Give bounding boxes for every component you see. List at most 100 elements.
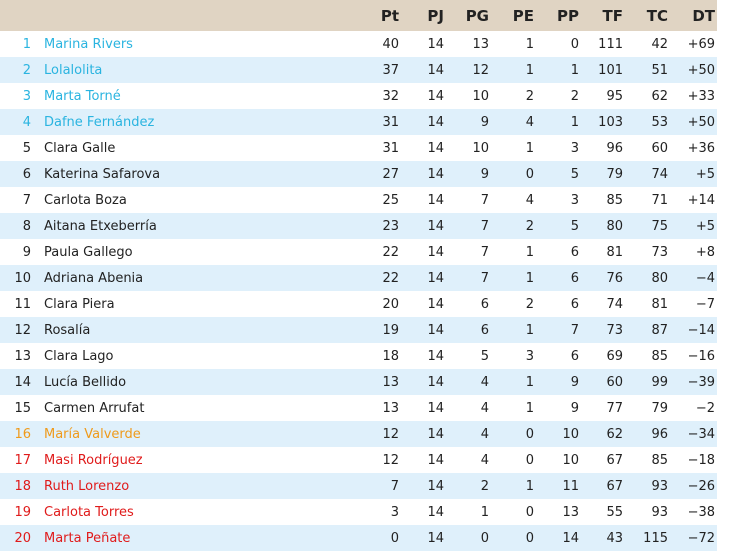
table-row: 3 Marta Torné 32 14 10 2 2 95 62 +33 <box>0 83 717 109</box>
cell-name[interactable]: Carmen Arrufat <box>44 400 145 416</box>
cell-tf: 74 <box>606 296 623 312</box>
cell-pp: 14 <box>536 525 581 551</box>
cell-pp: 0 <box>570 36 579 52</box>
cell-dt: −14 <box>670 317 717 343</box>
cell-pp: 6 <box>570 296 579 312</box>
cell-tf: 81 <box>606 244 623 260</box>
cell-tc: 81 <box>651 296 668 312</box>
cell-tc: 71 <box>651 192 668 208</box>
table-row: 13 Clara Lago 18 14 5 3 6 69 85 −16 <box>0 343 717 369</box>
cell-dt: +69 <box>687 36 715 52</box>
cell-pe: 1 <box>525 140 534 156</box>
cell-pe: 0 <box>525 452 534 468</box>
cell-name[interactable]: Dafne Fernández <box>31 109 353 135</box>
cell-pt: 19 <box>353 317 401 343</box>
cell-pj: 14 <box>401 317 446 343</box>
cell-pg: 7 <box>446 213 491 239</box>
cell-name[interactable]: Clara Lago <box>44 348 114 364</box>
cell-pe: 2 <box>491 213 536 239</box>
cell-tf: 60 <box>581 369 625 395</box>
cell-name[interactable]: Ruth Lorenzo <box>31 473 353 499</box>
cell-pg: 13 <box>472 36 489 52</box>
header-pp: PP <box>536 0 581 31</box>
cell-pos: 2 <box>0 57 31 83</box>
header-pg: PG <box>446 0 491 31</box>
cell-name[interactable]: María Valverde <box>31 421 353 447</box>
cell-pg: 0 <box>446 525 491 551</box>
table-row: 7 Carlota Boza 25 14 7 4 3 85 71 +14 <box>0 187 717 213</box>
header-row: Pt PJ PG PE PP TF TC DT <box>0 0 717 31</box>
cell-pg: 4 <box>480 452 489 468</box>
cell-pp: 9 <box>570 400 579 416</box>
standings-table: Pt PJ PG PE PP TF TC DT 1 Marina Rivers 40… <box>0 0 717 551</box>
cell-pos: 17 <box>14 452 31 468</box>
cell-tf: 73 <box>581 317 625 343</box>
cell-name[interactable]: Masi Rodríguez <box>44 452 143 468</box>
cell-pt: 25 <box>382 192 399 208</box>
cell-pt: 12 <box>382 452 399 468</box>
cell-name[interactable]: Clara Galle <box>44 140 116 156</box>
table-row: 17 Masi Rodríguez 12 14 4 0 10 67 85 −18 <box>0 447 717 473</box>
cell-tc: 51 <box>625 57 670 83</box>
cell-tc: 62 <box>651 88 668 104</box>
standings-body: 1 Marina Rivers 40 14 13 1 0 111 42 +69 2 Lolalolit… <box>0 31 717 551</box>
cell-name[interactable]: Adriana Abenia <box>31 265 353 291</box>
cell-pos: 12 <box>0 317 31 343</box>
cell-pe: 0 <box>491 525 536 551</box>
cell-tf: 76 <box>581 265 625 291</box>
cell-pj: 14 <box>401 421 446 447</box>
cell-dt: −72 <box>670 525 717 551</box>
cell-pg: 6 <box>480 296 489 312</box>
cell-pg: 4 <box>480 400 489 416</box>
cell-name[interactable]: Lucía Bellido <box>31 369 353 395</box>
cell-name[interactable]: Marta Torné <box>44 88 121 104</box>
cell-pp: 11 <box>536 473 581 499</box>
cell-tc: 74 <box>625 161 670 187</box>
cell-name[interactable]: Katerina Safarova <box>31 161 353 187</box>
cell-pe: 0 <box>491 421 536 447</box>
cell-tc: 73 <box>651 244 668 260</box>
cell-pe: 1 <box>491 369 536 395</box>
cell-pg: 10 <box>472 140 489 156</box>
cell-name[interactable]: Rosalía <box>31 317 353 343</box>
cell-pos: 3 <box>22 88 31 104</box>
cell-tc: 53 <box>625 109 670 135</box>
cell-pe: 1 <box>491 57 536 83</box>
cell-pt: 37 <box>353 57 401 83</box>
cell-name[interactable]: Carlota Boza <box>44 192 127 208</box>
cell-dt: +36 <box>687 140 715 156</box>
cell-pj: 14 <box>401 109 446 135</box>
cell-pj: 14 <box>401 369 446 395</box>
cell-pg: 12 <box>446 57 491 83</box>
cell-name[interactable]: Paula Gallego <box>44 244 133 260</box>
cell-name[interactable]: Marta Peñate <box>31 525 353 551</box>
cell-pt: 0 <box>353 525 401 551</box>
cell-pj: 14 <box>401 57 446 83</box>
cell-pp: 1 <box>536 57 581 83</box>
cell-pt: 32 <box>382 88 399 104</box>
cell-pp: 10 <box>562 452 579 468</box>
header-pt: Pt <box>353 0 401 31</box>
cell-pe: 1 <box>491 473 536 499</box>
cell-pos: 6 <box>0 161 31 187</box>
cell-name[interactable]: Clara Piera <box>44 296 115 312</box>
cell-pe: 1 <box>525 400 534 416</box>
cell-pos: 18 <box>0 473 31 499</box>
cell-pos: 8 <box>0 213 31 239</box>
cell-pj: 14 <box>401 473 446 499</box>
table-row: 16 María Valverde 12 14 4 0 10 62 96 −34 <box>0 421 717 447</box>
cell-name[interactable]: Carlota Torres <box>44 504 134 520</box>
cell-dt: −2 <box>695 400 715 416</box>
cell-dt: −4 <box>670 265 717 291</box>
cell-name[interactable]: Lolalolita <box>31 57 353 83</box>
cell-name[interactable]: Aitana Etxeberría <box>31 213 353 239</box>
cell-pg: 7 <box>480 192 489 208</box>
cell-tf: 85 <box>606 192 623 208</box>
cell-pp: 5 <box>536 161 581 187</box>
cell-pj: 14 <box>401 161 446 187</box>
cell-tf: 43 <box>581 525 625 551</box>
cell-dt: +5 <box>670 161 717 187</box>
cell-name[interactable]: Marina Rivers <box>44 36 133 52</box>
cell-pe: 4 <box>491 109 536 135</box>
table-row: 10 Adriana Abenia 22 14 7 1 6 76 80 −4 <box>0 265 717 291</box>
